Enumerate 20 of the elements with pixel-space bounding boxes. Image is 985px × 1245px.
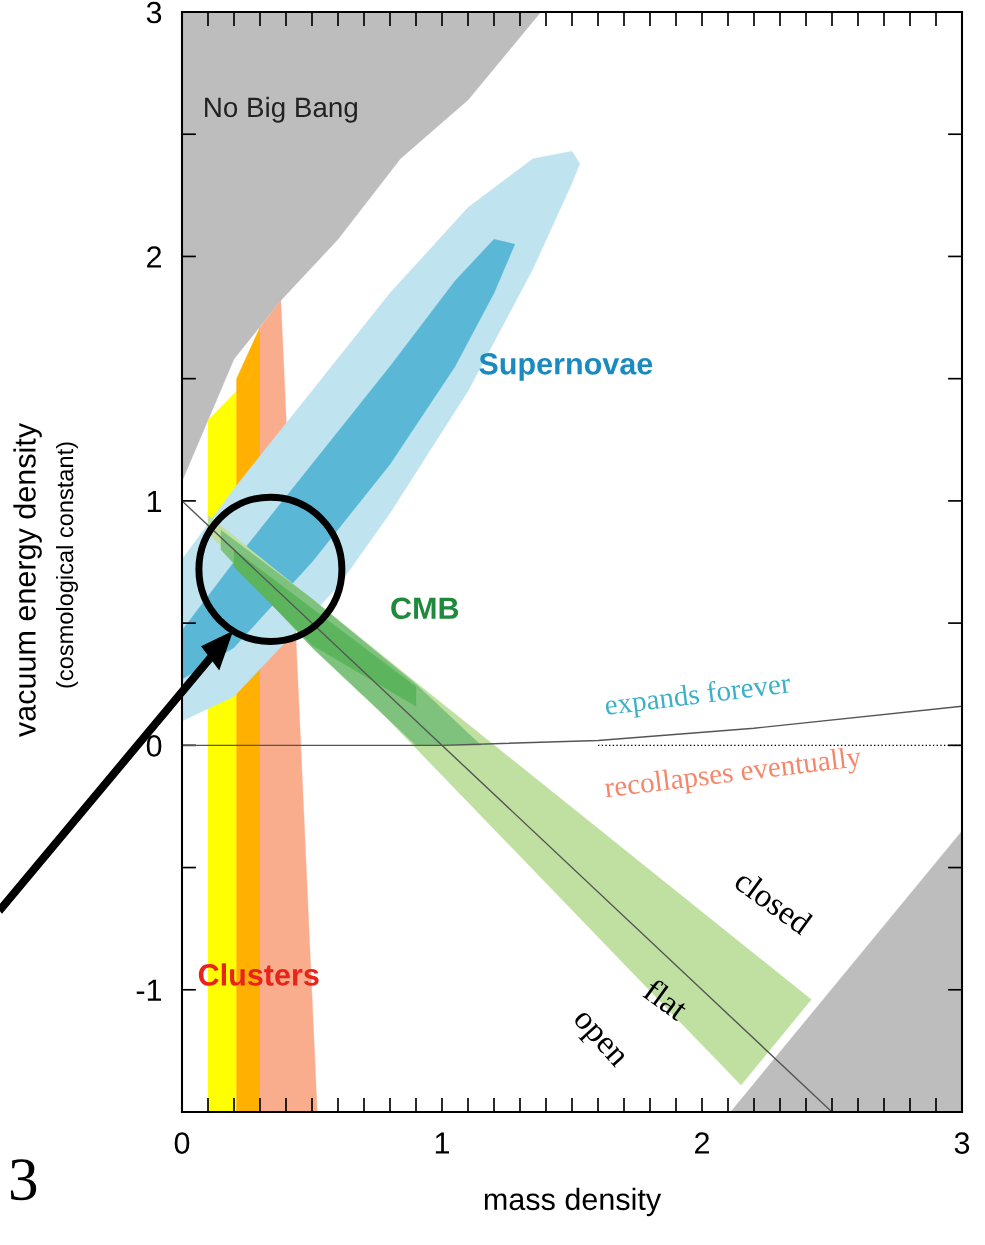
y-tick-label: -1: [136, 979, 162, 1001]
x-axis-title: mass density: [484, 1187, 662, 1217]
annotation: CMB: [391, 597, 459, 620]
annotation: expands forever: [604, 671, 792, 721]
y-tick-label: 3: [146, 1, 162, 24]
x-tick-label: 2: [695, 1132, 709, 1154]
x-tick-label: 1: [435, 1132, 450, 1154]
y-tick-label: 0: [146, 735, 162, 757]
y-axis-title: vacuum energy density (cosmological constant): [13, 422, 78, 737]
annotation: Supernovae: [479, 353, 653, 381]
y-tick-label: 2: [147, 246, 162, 268]
x-tick-label: 3: [954, 1132, 970, 1154]
text: 3: [10, 1159, 37, 1201]
annotation: No Big Bang: [205, 96, 357, 123]
annotation: flat: [641, 977, 691, 1022]
y-tick-label: 1: [147, 490, 162, 512]
x-tick-label: 0: [174, 1132, 190, 1154]
annotation: open: [567, 1010, 627, 1073]
annotation: recollapses eventually: [603, 745, 863, 804]
annotation: Clusters: [198, 963, 319, 986]
